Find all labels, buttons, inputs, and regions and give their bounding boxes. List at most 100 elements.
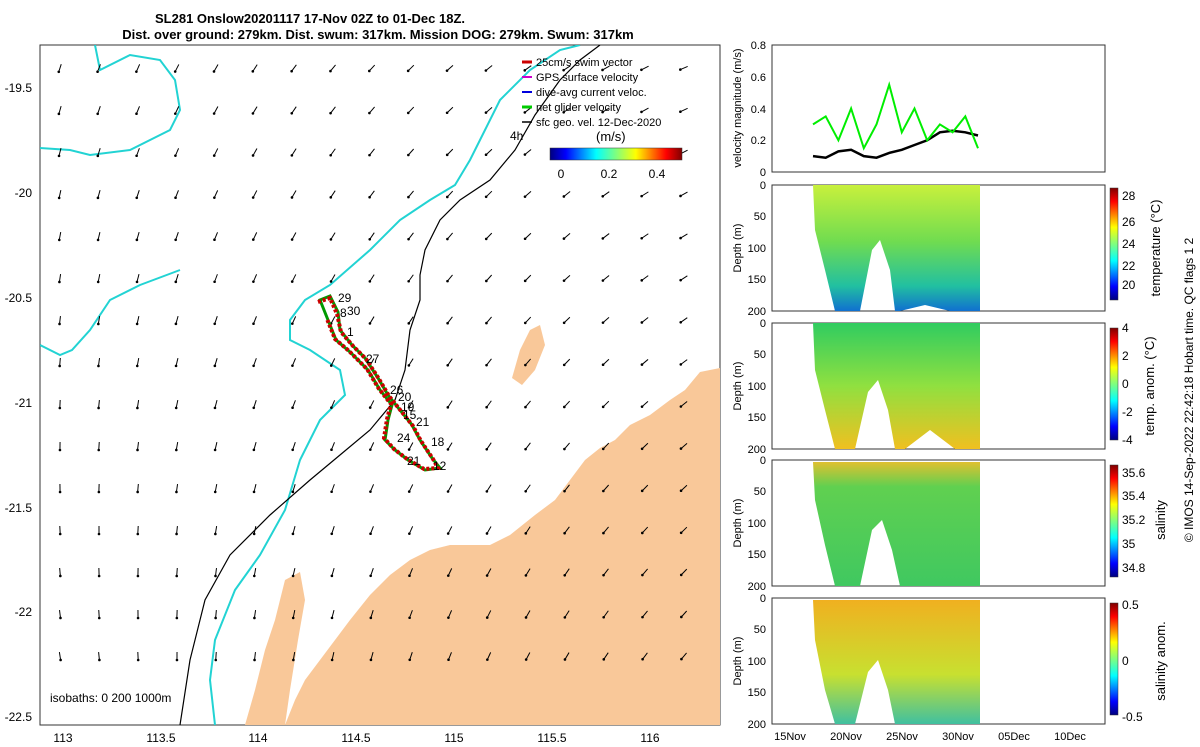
vector-arrow [97, 64, 101, 72]
vector-arrow-head [407, 153, 410, 157]
legend-entry: sfc geo. vel. 12-Dec-2020 [536, 117, 661, 129]
vector-arrow-head [214, 616, 217, 620]
vector-arrow [97, 231, 101, 241]
colorbar [1109, 464, 1119, 578]
vector-arrow-head [640, 110, 643, 114]
vector-arrow-head [329, 364, 333, 367]
vector-arrow-head [641, 657, 644, 661]
vector-arrow [59, 609, 61, 619]
vector-arrow [641, 191, 649, 197]
vector-arrow-head [640, 279, 644, 282]
vector-arrow-head [446, 279, 449, 283]
vector-arrow-head [601, 405, 605, 409]
vector-arrow [292, 567, 296, 577]
vector-arrow [175, 441, 179, 451]
vector-arrow [524, 190, 532, 198]
vector-arrow [370, 568, 374, 576]
vector-arrow [485, 65, 493, 71]
map-panel: SL281 Onslow20201117 17-Nov 02Z to 01-De… [5, 11, 721, 745]
colorbar-tick: 0 [1122, 377, 1129, 391]
vector-arrow [330, 64, 336, 72]
vector-arrow [486, 358, 492, 366]
vector-arrow [59, 567, 61, 577]
day-label: 27 [366, 352, 380, 366]
x-tick-label: 114.5 [341, 731, 370, 745]
vector-arrow [176, 567, 178, 577]
vector-arrow-head [485, 448, 489, 451]
vector-arrow [602, 65, 610, 71]
vector-arrow-head [680, 657, 683, 661]
vector-arrow [253, 400, 257, 408]
vector-arrow [486, 568, 492, 576]
vector-arrow [252, 106, 258, 114]
vector-arrow-head [174, 364, 178, 368]
isobath-200 [179, 45, 601, 725]
x-tick-label: 20Nov [830, 731, 862, 743]
y-tick-label: 150 [748, 549, 766, 561]
vector-arrow-head [290, 280, 294, 283]
vector-arrow [369, 442, 375, 450]
colorbar-tick: 22 [1122, 259, 1136, 273]
day-label: 24 [397, 431, 411, 445]
vector-arrow [137, 441, 139, 451]
vector-arrow [252, 148, 258, 156]
colorbar-tick: 20 [1122, 278, 1136, 292]
vector-arrow-head [58, 532, 62, 536]
day-labels: 29 30 8 1 27 26 20 19 15 21 24 18 21 12 [338, 291, 447, 473]
colorbar-label: (m/s) [596, 129, 626, 144]
vector-arrow-head [97, 364, 100, 368]
y-tick-label: 50 [754, 624, 766, 636]
vector-arrow [58, 231, 62, 241]
vector-arrow-head [602, 615, 605, 619]
vector-arrow [59, 357, 61, 367]
vector-arrow-head [136, 658, 140, 662]
colorbar-tick: 0 [558, 167, 565, 181]
vector-arrow-head [253, 616, 256, 620]
vector-arrow [680, 443, 688, 449]
vector-arrow-head [212, 112, 216, 115]
vector-arrow [331, 442, 335, 450]
vector-arrow-head [369, 532, 372, 536]
vector-arrow [602, 316, 610, 324]
vector-arrow-head [524, 489, 527, 493]
vector-arrow-head [369, 574, 372, 578]
vector-arrow-head [679, 68, 682, 71]
day-label: 15 [403, 408, 417, 422]
y-tick-label: 50 [754, 486, 766, 498]
vector-arrow-head [445, 69, 449, 72]
vector-arrow [485, 107, 493, 113]
vector-arrow [524, 65, 532, 71]
vector-arrow [641, 317, 649, 323]
vector-arrow-head [679, 194, 682, 198]
vector-arrow [485, 190, 493, 198]
vector-arrow-head [407, 237, 410, 241]
velocity-y-ticks: 0 0.2 0.4 0.6 0.8 [751, 40, 766, 179]
y-tick-label: -20 [15, 186, 33, 200]
vector-arrow [486, 316, 492, 324]
vector-arrow [330, 232, 336, 240]
vector-arrow [292, 400, 296, 408]
vector-arrow [563, 65, 571, 71]
vector-arrow-head [135, 196, 139, 200]
vector-arrow-head [292, 658, 295, 662]
vector-arrow-head [97, 616, 101, 620]
vector-arrow [214, 274, 218, 282]
y-tick-label: 0 [760, 167, 766, 179]
legend-entry: dive-avg current veloc. [536, 87, 647, 99]
vector-arrow-head [252, 406, 256, 410]
vector-arrow-head [601, 321, 605, 324]
vector-arrow [680, 233, 688, 239]
vector-arrow-head [523, 279, 527, 283]
vector-arrow [448, 652, 452, 660]
vector-arrow [641, 442, 649, 450]
vector-arrow-head [640, 363, 644, 366]
vector-arrow-head [291, 364, 294, 367]
vector-arrow [58, 147, 62, 157]
vector-arrow [214, 316, 218, 324]
vector-arrow [175, 357, 179, 367]
vector-arrow [97, 106, 101, 114]
day-label: 1 [347, 325, 354, 339]
vector-arrow [603, 610, 609, 618]
velocity-series-line [812, 81, 979, 151]
vector-arrow-head [97, 574, 101, 578]
